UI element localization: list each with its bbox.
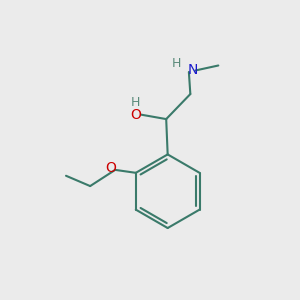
Text: N: N xyxy=(187,64,198,77)
Text: H: H xyxy=(172,57,181,70)
Text: O: O xyxy=(130,108,141,122)
Text: O: O xyxy=(105,161,116,176)
Text: H: H xyxy=(131,96,141,109)
